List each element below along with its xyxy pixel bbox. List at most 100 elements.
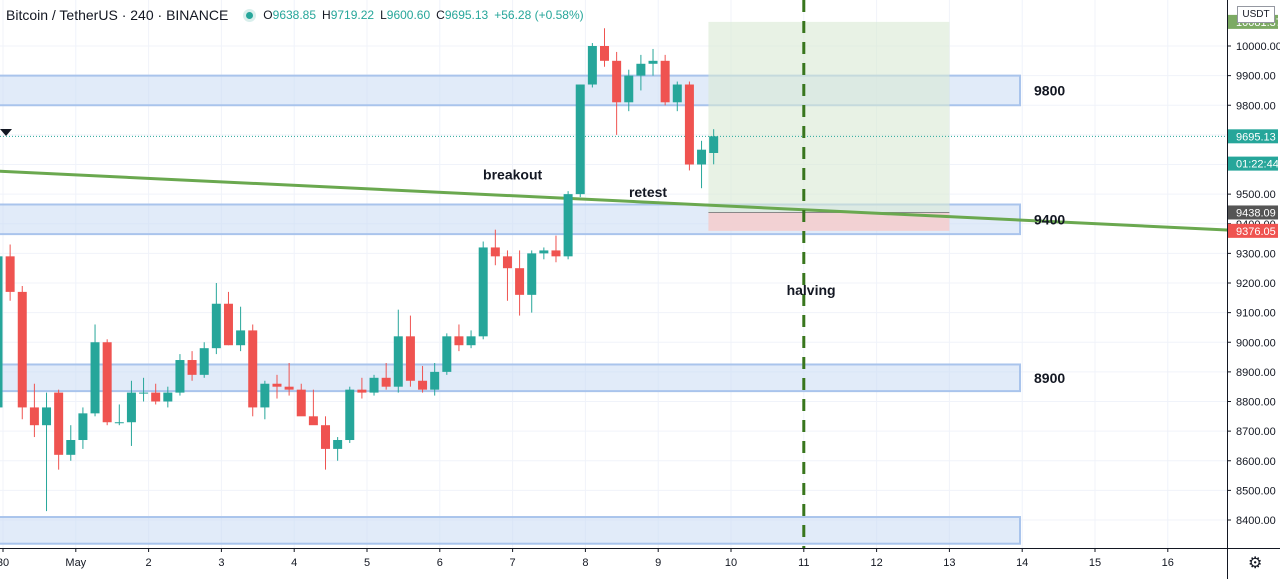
candle bbox=[539, 247, 549, 260]
candle-body bbox=[600, 46, 609, 61]
candle bbox=[211, 283, 221, 355]
price-badge-last bbox=[1228, 129, 1278, 144]
interval: 240 bbox=[130, 7, 154, 23]
candle-body bbox=[78, 413, 88, 441]
time-tick-label: 4 bbox=[291, 557, 297, 569]
candle bbox=[369, 374, 379, 396]
price-tick-label: 9900.00 bbox=[1236, 71, 1276, 83]
candle-body bbox=[697, 149, 707, 165]
time-tick-label: 7 bbox=[510, 557, 516, 569]
candle bbox=[90, 324, 100, 417]
time-tick-label: 30 bbox=[0, 557, 9, 569]
candle-body bbox=[490, 247, 500, 257]
time-tick-label: 10 bbox=[725, 557, 737, 569]
candle bbox=[199, 342, 209, 378]
ohlc-open: O9638.85 bbox=[263, 8, 317, 22]
candle bbox=[612, 51, 622, 135]
left-marker-icon bbox=[0, 129, 12, 136]
price-badge-label-stop: 9376.05 bbox=[1236, 226, 1276, 238]
price-tick-label: 9100.00 bbox=[1236, 308, 1276, 320]
candle-body bbox=[114, 422, 124, 424]
annotation-halving: halving bbox=[787, 282, 836, 298]
candle bbox=[551, 235, 561, 263]
candle bbox=[260, 380, 270, 420]
candle bbox=[418, 365, 428, 393]
candle-body bbox=[333, 440, 343, 449]
candle-body bbox=[296, 389, 306, 417]
candle bbox=[126, 380, 136, 446]
ohlc-low: L9600.60 bbox=[380, 8, 431, 22]
time-tick-label: 9 bbox=[655, 557, 661, 569]
ohlc-high: H9719.22 bbox=[322, 8, 375, 22]
candle bbox=[223, 291, 233, 346]
candle bbox=[660, 54, 670, 106]
candle-body bbox=[260, 383, 270, 408]
separator: · bbox=[157, 7, 163, 23]
candle-body bbox=[551, 250, 561, 257]
candle-body bbox=[211, 303, 221, 349]
candle bbox=[636, 54, 646, 91]
position-target-zone bbox=[708, 21, 950, 213]
candle-body bbox=[563, 194, 573, 257]
candle bbox=[442, 333, 452, 375]
candle bbox=[624, 69, 634, 112]
candle bbox=[466, 330, 476, 349]
exchange: BINANCE bbox=[166, 7, 229, 23]
price-tick-label: 8900.00 bbox=[1236, 367, 1276, 379]
candle-body bbox=[648, 60, 658, 64]
candle-body bbox=[527, 253, 537, 295]
candle-body bbox=[102, 342, 112, 423]
candle-body bbox=[284, 386, 294, 390]
candle bbox=[672, 81, 682, 112]
ohlc-change: +56.28 (+0.58%) bbox=[494, 8, 584, 22]
separator: · bbox=[121, 7, 127, 23]
candle-body bbox=[223, 303, 233, 346]
gear-icon[interactable]: ⚙ bbox=[1248, 555, 1263, 572]
candle-body bbox=[478, 247, 488, 337]
candle-body bbox=[466, 336, 476, 346]
symbol-title: Bitcoin / TetherUS · 240 · BINANCE bbox=[6, 7, 228, 23]
price-tick-label: 8500.00 bbox=[1236, 485, 1276, 497]
candle bbox=[17, 285, 27, 420]
candle-body bbox=[0, 256, 3, 408]
candle-body bbox=[515, 268, 525, 295]
price-tick-label: 9200.00 bbox=[1236, 278, 1276, 290]
candle bbox=[430, 362, 440, 396]
time-tick-label: 5 bbox=[364, 557, 370, 569]
candle-body bbox=[405, 336, 415, 381]
price-tick-label: 8800.00 bbox=[1236, 397, 1276, 409]
candle-body bbox=[502, 256, 512, 269]
candle-body bbox=[321, 425, 331, 449]
candle-body bbox=[660, 60, 670, 103]
currency-label[interactable]: USDT bbox=[1237, 6, 1275, 23]
candle-body bbox=[369, 377, 379, 393]
time-tick-label: 6 bbox=[437, 557, 443, 569]
candle-body bbox=[248, 330, 258, 408]
candle-body bbox=[672, 84, 682, 103]
position-stop-zone bbox=[708, 212, 950, 231]
time-tick-label: 14 bbox=[1016, 557, 1028, 569]
annotation-breakout: breakout bbox=[483, 166, 542, 182]
candle-body bbox=[42, 407, 52, 426]
time-tick-label: 11 bbox=[798, 557, 809, 569]
time-tick-label: 2 bbox=[146, 557, 152, 569]
candle bbox=[139, 377, 149, 402]
candle bbox=[478, 241, 488, 340]
price-tick-label: 10000.00 bbox=[1236, 41, 1280, 53]
candle-body bbox=[308, 416, 318, 426]
candle bbox=[575, 84, 585, 198]
candle bbox=[66, 425, 76, 461]
symbol-name: Bitcoin / TetherUS bbox=[6, 7, 118, 23]
candle-body bbox=[418, 380, 428, 390]
candle bbox=[381, 362, 391, 390]
candle bbox=[490, 229, 500, 266]
price-tick-label: 9000.00 bbox=[1236, 337, 1276, 349]
annotation-retest: retest bbox=[629, 184, 667, 200]
candle bbox=[284, 362, 294, 396]
time-tick-label: 12 bbox=[870, 557, 882, 569]
candle-body bbox=[199, 348, 209, 375]
candle-body bbox=[236, 330, 246, 346]
zone-label-9800: 9800 bbox=[1034, 82, 1065, 98]
time-tick-label: 13 bbox=[943, 557, 955, 569]
